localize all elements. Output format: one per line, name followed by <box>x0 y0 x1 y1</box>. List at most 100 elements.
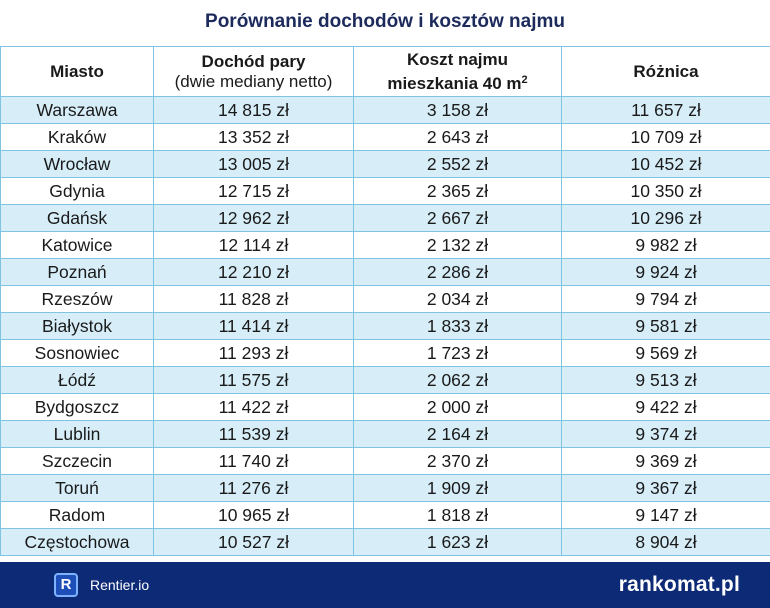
cell-income: 12 715 zł <box>153 177 354 205</box>
cell-income: 12 114 zł <box>153 231 354 259</box>
rentier-name: Rentier.io <box>90 577 150 593</box>
cell-rent: 1 723 zł <box>353 339 562 367</box>
cell-rent: 2 000 zł <box>353 393 562 421</box>
cell-city: Gdynia <box>0 177 154 205</box>
cell-rent: 3 158 zł <box>353 96 562 124</box>
cell-rent: 2 164 zł <box>353 420 562 448</box>
cell-city: Kraków <box>0 123 154 151</box>
cell-income: 12 210 zł <box>153 258 354 286</box>
table-row: Szczecin 11 740 zł 2 370 zł 9 369 zł <box>0 447 770 475</box>
table-row: Bydgoszcz 11 422 zł 2 000 zł 9 422 zł <box>0 393 770 421</box>
cell-difference: 9 982 zł <box>561 231 770 259</box>
header-income-label: Dochód pary <box>201 51 306 71</box>
cell-city: Katowice <box>0 231 154 259</box>
cell-difference: 9 422 zł <box>561 393 770 421</box>
header-difference: Różnica <box>561 46 770 97</box>
cell-rent: 1 818 zł <box>353 501 562 529</box>
table-row: Gdynia 12 715 zł 2 365 zł 10 350 zł <box>0 177 770 205</box>
table-body: Warszawa 14 815 zł 3 158 zł 11 657 zł Kraków… <box>0 96 770 556</box>
rentier-logo-icon: R <box>54 573 78 597</box>
table-row: Toruń 11 276 zł 1 909 zł 9 367 zł <box>0 474 770 502</box>
cell-income: 11 276 zł <box>153 474 354 502</box>
header-city: Miasto <box>0 46 154 97</box>
cell-income: 14 815 zł <box>153 96 354 124</box>
table-row: Białystok 11 414 zł 1 833 zł 9 581 zł <box>0 312 770 340</box>
cell-rent: 2 667 zł <box>353 204 562 232</box>
cell-income: 12 962 zł <box>153 204 354 232</box>
cell-difference: 11 657 zł <box>561 96 770 124</box>
header-income: Dochód pary (dwie mediany netto) <box>153 46 354 97</box>
cell-city: Wrocław <box>0 150 154 178</box>
cell-difference: 9 147 zł <box>561 501 770 529</box>
page-title: Porównanie dochodów i kosztów najmu <box>205 11 565 32</box>
cell-city: Radom <box>0 501 154 529</box>
header-rent-label: Koszt najmu <box>406 49 509 69</box>
rankomat-logo: rankomat.pl <box>618 573 740 596</box>
table-header: Miasto Dochód pary (dwie mediany netto) … <box>0 46 770 97</box>
cell-rent: 1 623 zł <box>353 528 562 556</box>
cell-income: 11 828 zł <box>153 285 354 313</box>
cell-rent: 2 286 zł <box>353 258 562 286</box>
cell-city: Gdańsk <box>0 204 154 232</box>
cell-difference: 10 452 zł <box>561 150 770 178</box>
header-rent: Koszt najmu mieszkania 40 m2 <box>353 46 562 97</box>
cell-income: 11 575 zł <box>153 366 354 394</box>
cell-income: 11 539 zł <box>153 420 354 448</box>
table-row: Częstochowa 10 527 zł 1 623 zł 8 904 zł <box>0 528 770 556</box>
cell-city: Łódź <box>0 366 154 394</box>
cell-income: 11 422 zł <box>153 393 354 421</box>
header-city-label: Miasto <box>50 61 104 81</box>
cell-difference: 9 569 zł <box>561 339 770 367</box>
table-row: Wrocław 13 005 zł 2 552 zł 10 452 zł <box>0 150 770 178</box>
table-row: Katowice 12 114 zł 2 132 zł 9 982 zł <box>0 231 770 259</box>
table-row: Sosnowiec 11 293 zł 1 723 zł 9 569 zł <box>0 339 770 367</box>
table-row: Łódź 11 575 zł 2 062 zł 9 513 zł <box>0 366 770 394</box>
table-row: Radom 10 965 zł 1 818 zł 9 147 zł <box>0 501 770 529</box>
header-rent-sublabel-wrap: mieszkania 40 m2 <box>354 70 561 94</box>
table-row: Warszawa 14 815 zł 3 158 zł 11 657 zł <box>0 96 770 124</box>
cell-city: Poznań <box>0 258 154 286</box>
cell-income: 10 965 zł <box>153 501 354 529</box>
cell-rent: 2 132 zł <box>353 231 562 259</box>
cell-income: 11 740 zł <box>153 447 354 475</box>
cell-city: Toruń <box>0 474 154 502</box>
cell-rent: 1 833 zł <box>353 312 562 340</box>
table-row: Poznań 12 210 zł 2 286 zł 9 924 zł <box>0 258 770 286</box>
cell-city: Warszawa <box>0 96 154 124</box>
cell-city: Rzeszów <box>0 285 154 313</box>
cell-rent: 2 034 zł <box>353 285 562 313</box>
header-income-sublabel: (dwie mediany netto) <box>174 71 333 91</box>
table-row: Gdańsk 12 962 zł 2 667 zł 10 296 zł <box>0 204 770 232</box>
header-rent-sublabel: mieszkania 40 m <box>387 73 522 93</box>
table-row: Lublin 11 539 zł 2 164 zł 9 374 zł <box>0 420 770 448</box>
cell-rent: 1 909 zł <box>353 474 562 502</box>
cell-difference: 9 369 zł <box>561 447 770 475</box>
cell-rent: 2 552 zł <box>353 150 562 178</box>
cell-city: Sosnowiec <box>0 339 154 367</box>
cell-difference: 9 581 zł <box>561 312 770 340</box>
cell-difference: 9 924 zł <box>561 258 770 286</box>
header-rent-superscript: 2 <box>521 73 528 86</box>
cell-difference: 10 296 zł <box>561 204 770 232</box>
cell-income: 10 527 zł <box>153 528 354 556</box>
cell-difference: 9 367 zł <box>561 474 770 502</box>
cell-difference: 9 374 zł <box>561 420 770 448</box>
table-row: Kraków 13 352 zł 2 643 zł 10 709 zł <box>0 123 770 151</box>
cell-city: Szczecin <box>0 447 154 475</box>
cell-rent: 2 062 zł <box>353 366 562 394</box>
cell-city: Bydgoszcz <box>0 393 154 421</box>
cell-city: Lublin <box>0 420 154 448</box>
cell-rent: 2 365 zł <box>353 177 562 205</box>
table-row: Rzeszów 11 828 zł 2 034 zł 9 794 zł <box>0 285 770 313</box>
cell-rent: 2 643 zł <box>353 123 562 151</box>
cell-income: 13 005 zł <box>153 150 354 178</box>
comparison-table: Miasto Dochód pary (dwie mediany netto) … <box>0 46 770 556</box>
cell-city: Częstochowa <box>0 528 154 556</box>
cell-income: 13 352 zł <box>153 123 354 151</box>
cell-difference: 9 513 zł <box>561 366 770 394</box>
cell-difference: 10 350 zł <box>561 177 770 205</box>
cell-difference: 8 904 zł <box>561 528 770 556</box>
cell-difference: 9 794 zł <box>561 285 770 313</box>
cell-city: Białystok <box>0 312 154 340</box>
cell-income: 11 414 zł <box>153 312 354 340</box>
